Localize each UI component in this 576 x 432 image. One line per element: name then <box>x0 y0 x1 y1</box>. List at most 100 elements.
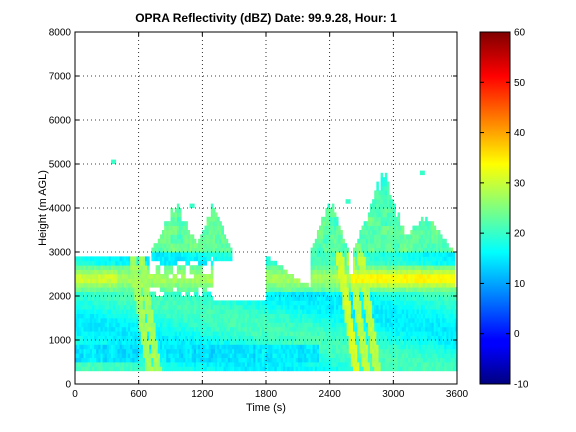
heatmap-cell <box>100 287 103 292</box>
heatmap-cell <box>416 296 420 301</box>
heatmap-cell <box>395 269 398 275</box>
heatmap-cell <box>423 340 426 345</box>
heatmap-cell <box>319 243 322 248</box>
heatmap-cell <box>327 344 331 350</box>
heatmap-cell <box>210 344 214 350</box>
heatmap-cell <box>416 326 420 332</box>
heatmap-cell <box>85 282 89 288</box>
heatmap-cell <box>272 353 275 358</box>
heatmap-cell <box>423 296 426 301</box>
heatmap-cell <box>89 322 93 328</box>
heatmap-cell <box>187 335 190 341</box>
heatmap-cell <box>219 230 222 235</box>
heatmap-cell <box>102 309 106 314</box>
heatmap-cell <box>342 313 345 319</box>
heatmap-cell <box>304 300 307 306</box>
heatmap-cell <box>266 287 269 292</box>
heatmap-cell <box>329 238 333 244</box>
heatmap-cell <box>119 357 123 363</box>
heatmap-cell <box>382 265 386 270</box>
heatmap-cell <box>316 265 320 270</box>
heatmap-cell <box>306 304 309 310</box>
heatmap-cell <box>312 309 316 314</box>
heatmap-cell <box>166 247 169 253</box>
heatmap-cell <box>399 291 403 297</box>
heatmap-cell <box>174 216 178 222</box>
heatmap-cell <box>272 326 275 332</box>
heatmap-cell <box>342 260 345 266</box>
heatmap-cell <box>435 326 439 332</box>
heatmap-cell <box>420 234 424 240</box>
heatmap-cell <box>193 252 197 257</box>
heatmap-cell <box>212 357 216 363</box>
heatmap-cell <box>414 322 418 328</box>
heatmap-cell <box>147 300 150 306</box>
heatmap-cell <box>159 278 163 284</box>
heatmap-cell <box>346 265 350 270</box>
heatmap-cell <box>359 322 362 328</box>
heatmap-cell <box>336 269 339 275</box>
heatmap-cell <box>181 221 184 226</box>
heatmap-cell <box>123 340 127 345</box>
heatmap-cell <box>210 309 214 314</box>
heatmap-cell <box>282 278 286 284</box>
heatmap-cell <box>386 322 390 328</box>
heatmap-cell <box>420 313 424 319</box>
heatmap-cell <box>325 260 328 266</box>
heatmap-cell <box>94 326 97 332</box>
heatmap-cell <box>249 362 252 367</box>
heatmap-cell <box>282 344 286 350</box>
heatmap-cell <box>367 326 371 332</box>
heatmap-cell <box>183 278 186 284</box>
heatmap-cell <box>329 318 333 323</box>
heatmap-cell <box>181 340 184 345</box>
heatmap-cell <box>193 353 197 358</box>
heatmap-cell <box>268 265 271 270</box>
heatmap-cell <box>128 313 131 319</box>
heatmap-cell <box>221 331 224 336</box>
heatmap-cell <box>321 366 324 372</box>
heatmap-cell <box>102 265 106 270</box>
heatmap-cell <box>85 274 89 279</box>
heatmap-cell <box>412 234 415 240</box>
heatmap-cell <box>125 340 129 345</box>
heatmap-cell <box>338 300 341 306</box>
heatmap-cell <box>403 278 407 284</box>
heatmap-cell <box>223 238 227 244</box>
heatmap-cell <box>414 256 418 262</box>
heatmap-cell <box>431 221 435 226</box>
heatmap-cell <box>255 348 258 354</box>
heatmap-cell <box>329 247 333 253</box>
heatmap-cell <box>208 278 212 284</box>
heatmap-cell <box>378 269 381 275</box>
heatmap-cell <box>246 357 250 363</box>
heatmap-cell <box>263 335 267 341</box>
heatmap-cell <box>121 340 125 345</box>
heatmap-cell <box>200 247 203 253</box>
heatmap-cell <box>227 313 231 319</box>
heatmap-cell <box>166 344 169 350</box>
heatmap-cell <box>195 274 199 279</box>
heatmap-cell <box>189 357 193 363</box>
heatmap-cell <box>151 291 154 297</box>
heatmap-cell <box>278 309 282 314</box>
heatmap-cell <box>448 362 452 367</box>
heatmap-cell <box>204 366 207 372</box>
heatmap-cell <box>361 366 365 372</box>
heatmap-cell <box>246 366 250 372</box>
heatmap-cell <box>397 344 401 350</box>
heatmap-cell <box>168 243 171 248</box>
heatmap-cell <box>227 366 231 372</box>
heatmap-cell <box>77 366 80 372</box>
heatmap-cell <box>166 353 169 358</box>
heatmap-cell <box>276 366 280 372</box>
heatmap-cell <box>176 265 180 270</box>
heatmap-cell <box>408 234 411 240</box>
heatmap-cell <box>350 340 354 345</box>
heatmap-cell <box>117 366 120 372</box>
heatmap-cell <box>397 252 401 257</box>
heatmap-cell <box>225 353 229 358</box>
heatmap-cell <box>244 344 248 350</box>
heatmap-cell <box>433 300 437 306</box>
heatmap-cell <box>316 326 320 332</box>
